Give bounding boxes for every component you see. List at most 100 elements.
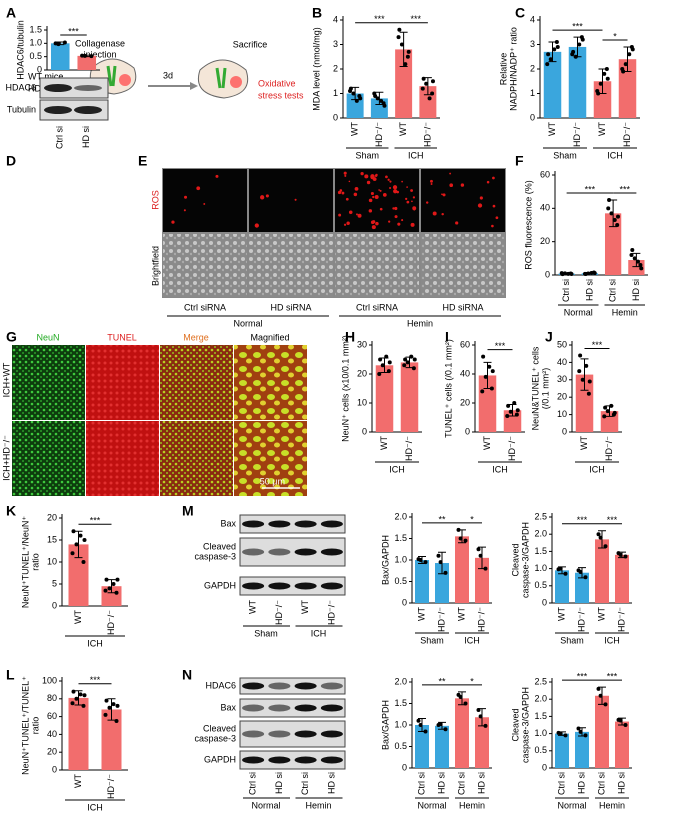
group-label: Normal xyxy=(251,800,280,810)
ros-spot xyxy=(492,204,496,208)
band xyxy=(268,756,291,764)
x-tick-label: HD⁻/⁻ xyxy=(576,607,586,632)
ros-spot xyxy=(397,222,401,226)
band xyxy=(294,730,317,738)
ros-spot xyxy=(410,189,414,192)
y-tick-label: 2.0 xyxy=(534,529,547,539)
group-label: Hemin xyxy=(612,307,638,317)
x-tick-label: Ctrl si xyxy=(608,279,618,302)
y-tick-label: 2.5 xyxy=(534,676,547,686)
blot-label: caspase-3 xyxy=(194,733,236,743)
micrograph xyxy=(86,345,159,420)
y-tick-label: 20 xyxy=(47,512,57,522)
lane-label: WT xyxy=(300,600,310,614)
label: stress tests xyxy=(258,90,304,100)
blot-label: Cleaved xyxy=(203,541,236,551)
ros-spot xyxy=(479,196,483,200)
ros-spot xyxy=(430,183,433,185)
y-tick-label: 1.0 xyxy=(394,554,407,564)
blot-label: GAPDH xyxy=(204,580,236,590)
arrowhead xyxy=(190,82,198,90)
ros-spot xyxy=(410,222,415,227)
data-point xyxy=(430,91,435,96)
y-tick-label: 20 xyxy=(47,747,57,757)
data-point xyxy=(397,27,402,32)
data-point xyxy=(548,57,553,62)
data-point xyxy=(411,366,416,371)
y-axis-label: NADPH/NADP⁺ ratio xyxy=(508,27,518,111)
y-tick-label: 1 xyxy=(333,88,338,98)
data-point xyxy=(114,590,119,595)
bar-chart: 0 1 2 3 4 MDA level (nmol/mg) WT HD⁻/⁻ WT HD⁻/⁻ Sh… xyxy=(311,14,440,160)
panel-letter: I xyxy=(445,329,449,345)
ros-spot xyxy=(477,203,483,208)
data-point xyxy=(463,701,468,706)
data-point xyxy=(483,566,488,571)
y-tick-label: 10 xyxy=(557,409,567,419)
data-point xyxy=(82,693,87,698)
data-point xyxy=(604,67,609,71)
data-point xyxy=(636,259,641,264)
brightfield-image xyxy=(421,234,505,297)
y-axis-label: NeuN&TUNEL⁺ cells xyxy=(530,346,540,430)
error-bar xyxy=(580,358,589,391)
ros-spot xyxy=(368,198,373,203)
ros-spot xyxy=(265,194,269,198)
data-point xyxy=(416,718,421,723)
band xyxy=(294,548,317,556)
panel-letter: N xyxy=(182,667,192,683)
ros-spot xyxy=(491,224,494,228)
blot-label: HDAC6 xyxy=(5,82,36,92)
ros-spot xyxy=(374,174,378,177)
x-tick-label: WT xyxy=(597,122,607,136)
data-point xyxy=(405,360,410,365)
significance-label: *** xyxy=(90,675,101,685)
data-point xyxy=(421,76,426,81)
y-tick-label: 4 xyxy=(530,14,535,24)
x-tick-label: HD si xyxy=(631,279,641,301)
data-point xyxy=(424,81,429,86)
data-point xyxy=(380,363,385,368)
panel-letter: H xyxy=(345,329,355,345)
bar-chart: 0 0.5 1.0 1.5 HDAC6/tubulin Ctrl si HD si *** xyxy=(15,20,100,149)
bar xyxy=(555,733,569,768)
lane-label: HD si xyxy=(326,772,336,794)
bar xyxy=(615,554,629,603)
group-label: Normal xyxy=(417,800,446,810)
band xyxy=(294,682,317,690)
ros-spot xyxy=(379,189,382,192)
x-tick-label: HD⁻/⁻ xyxy=(106,610,116,635)
group-label: Normal xyxy=(233,318,262,328)
column-label: TUNEL xyxy=(107,332,137,342)
data-point xyxy=(605,76,610,81)
y-tick-label: 20 xyxy=(540,236,550,246)
significance-label: *** xyxy=(374,14,385,24)
data-point xyxy=(582,271,587,276)
data-point xyxy=(616,214,621,219)
bar xyxy=(415,560,429,603)
ros-spot xyxy=(372,177,377,182)
y-tick-label: 0 xyxy=(333,112,338,122)
panel-letter: J xyxy=(545,329,553,345)
bar xyxy=(595,539,609,603)
column-label: Ctrl siRNA xyxy=(356,302,398,312)
panel-a-diagram: Collagenase injection WT mice HDAC6-/- m… xyxy=(28,38,304,100)
data-point xyxy=(483,374,488,379)
column-label: NeuN xyxy=(36,332,59,342)
bar xyxy=(475,717,489,768)
data-point xyxy=(74,696,79,701)
data-point xyxy=(399,42,404,47)
y-tick-label: 0.5 xyxy=(534,580,547,590)
data-point xyxy=(396,35,401,40)
data-point xyxy=(403,357,408,362)
group-label: ICH xyxy=(492,464,508,474)
data-point xyxy=(615,223,620,227)
blot-label: caspase-3 xyxy=(194,551,236,561)
y-tick-label: 0 xyxy=(465,426,470,436)
ros-spot xyxy=(364,174,369,179)
data-point xyxy=(372,91,377,96)
blot-strip xyxy=(239,576,346,596)
data-point xyxy=(74,542,79,547)
y-axis-label: MDA level (nmol/mg) xyxy=(311,27,321,111)
